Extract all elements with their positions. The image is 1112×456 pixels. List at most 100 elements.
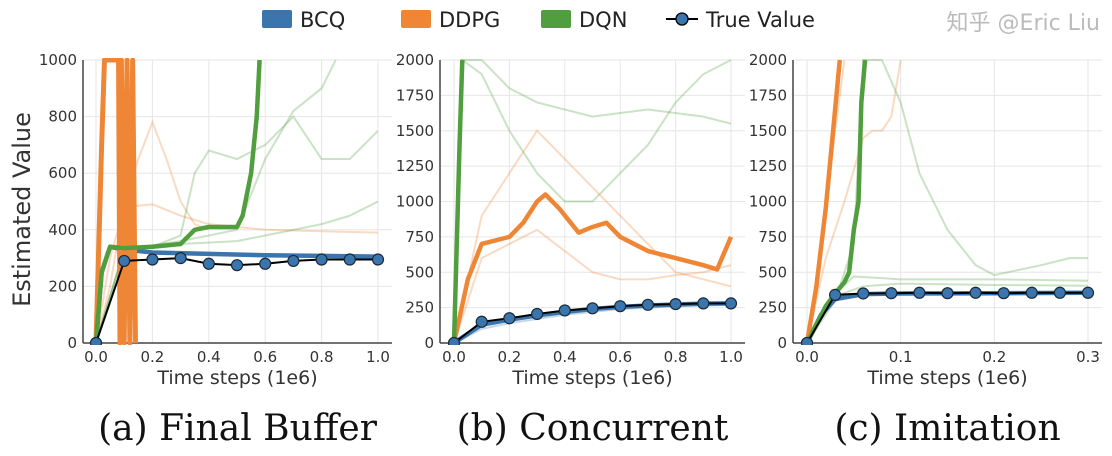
true-value-point <box>614 300 627 313</box>
true-value-point <box>1053 286 1067 299</box>
plot-area <box>447 58 738 345</box>
series-line-dqn <box>451 59 465 344</box>
true-value-point <box>287 254 300 268</box>
series-line-bcq <box>804 290 1089 345</box>
true-value-point <box>174 252 187 265</box>
faint-line-ddpg <box>806 59 902 344</box>
true-value-point <box>969 286 982 299</box>
y-tick-label: 1000 <box>39 51 77 69</box>
legend-swatch <box>262 10 292 28</box>
x-tick-label: 0.4 <box>197 348 221 366</box>
legend-item-ddpg: DDPG <box>401 8 500 32</box>
legend-label: BCQ <box>300 8 345 32</box>
series-line-ddpg <box>93 58 138 345</box>
legend-label: DDPG <box>439 8 500 32</box>
legend: BCQ DDPG DQN True Value <box>262 8 815 32</box>
y-tick-label: 200 <box>48 277 77 295</box>
y-tick-label: 2000 <box>396 51 434 69</box>
y-tick-label: 800 <box>48 108 77 126</box>
x-tick-label: 1.0 <box>719 348 743 366</box>
x-tick-label: 0.2 <box>497 348 521 366</box>
true-value-point <box>885 287 898 300</box>
true-value-point <box>857 287 870 300</box>
true-value-point <box>530 307 544 321</box>
true-value-point <box>343 253 356 266</box>
legend-item-true-value: True Value <box>666 8 815 32</box>
faint-line-ddpg <box>453 129 732 344</box>
x-axis-label: Time steps (1e6) <box>866 367 1027 389</box>
faint-line-dqn <box>806 275 1089 344</box>
true-value-point <box>913 286 926 299</box>
faint-line-ddpg <box>453 228 732 344</box>
x-tick-label: 0.4 <box>553 348 577 366</box>
true-value-point <box>558 304 571 317</box>
x-tick-label: 0.0 <box>442 348 466 366</box>
y-tick-label: 1500 <box>749 122 787 140</box>
y-tick-label: 1000 <box>396 193 434 211</box>
panel-caption: (b) Concurrent <box>457 408 729 449</box>
true-value-point <box>941 287 954 300</box>
faint-line-ddpg <box>95 119 210 344</box>
panel-caption: (a) Final Buffer <box>98 408 378 449</box>
true-value-point <box>586 302 599 315</box>
x-tick-label: 0.0 <box>84 348 108 366</box>
watermark: 知乎 @Eric Liu <box>947 11 1100 36</box>
true-value-point <box>118 254 131 268</box>
legend-label: DQN <box>579 8 627 32</box>
true-value-point <box>315 253 328 266</box>
panel-3: 0 250 500 750 1000 1250 1500 1750 2000 0.0 0.1 0.2 0… <box>749 51 1102 449</box>
x-tick-label: 0.2 <box>982 348 1006 366</box>
faint-line-dqn <box>453 59 732 344</box>
x-tick-label: 0.1 <box>889 348 913 366</box>
y-tick-label: 250 <box>758 299 787 317</box>
true-value-point <box>800 336 814 345</box>
y-tick-label: 0 <box>67 334 77 352</box>
true-value-point <box>202 257 215 270</box>
y-tick-label: 500 <box>758 263 787 281</box>
true-value-point <box>259 257 272 270</box>
y-tick-label: 1500 <box>396 122 434 140</box>
x-tick-label: 0.8 <box>664 348 688 366</box>
panel-1: 0 200 400 600 800 1000 0.0 0.2 0.4 0.6 0.8 1.0 Time … <box>8 51 392 449</box>
y-tick-label: 1250 <box>396 157 434 175</box>
true-value-line <box>806 291 1088 344</box>
x-tick-label: 1.0 <box>366 348 390 366</box>
panels: 0 200 400 600 800 1000 0.0 0.2 0.4 0.6 0.8 1.0 Time … <box>8 51 1102 449</box>
faint-line-ddpg <box>95 203 379 344</box>
y-tick-label: 1750 <box>396 86 434 104</box>
true-value-point <box>230 259 244 272</box>
y-tick-label: 2000 <box>749 51 787 69</box>
series-line-ddpg <box>451 192 734 344</box>
y-tick-label: 750 <box>405 228 434 246</box>
y-tick-label: 250 <box>405 299 434 317</box>
true-value-point <box>724 297 738 310</box>
y-tick-label: 1000 <box>749 193 787 211</box>
y-tick-label: 0 <box>424 334 434 352</box>
y-tick-label: 1750 <box>749 86 787 104</box>
legend-item-bcq: BCQ <box>262 8 345 32</box>
true-value-point <box>146 253 159 266</box>
true-value-point <box>828 288 842 301</box>
panel-2: 0 250 500 750 1000 1250 1500 1750 2000 0.0 0.2 0.4 0… <box>396 51 745 449</box>
x-axis-label: Time steps (1e6) <box>511 367 672 389</box>
series-line-ddpg <box>804 59 843 344</box>
x-tick-label: 0.6 <box>253 348 277 366</box>
true-value-point <box>1081 286 1095 299</box>
faint-line-dqn <box>453 58 732 344</box>
y-tick-label: 500 <box>405 263 434 281</box>
y-tick-label: 1250 <box>749 157 787 175</box>
x-tick-label: 0.2 <box>140 348 164 366</box>
true-value-point <box>997 287 1010 300</box>
true-value-point <box>641 298 655 311</box>
plot-area <box>89 58 385 345</box>
true-value-point <box>447 336 461 345</box>
true-value-point <box>1025 286 1038 299</box>
true-value-point <box>669 297 682 311</box>
true-value-point <box>89 336 103 345</box>
true-value-point <box>475 315 488 328</box>
x-axis-label: Time steps (1e6) <box>156 367 317 389</box>
y-tick-label: 400 <box>48 221 77 239</box>
y-tick-label: 600 <box>48 164 77 182</box>
